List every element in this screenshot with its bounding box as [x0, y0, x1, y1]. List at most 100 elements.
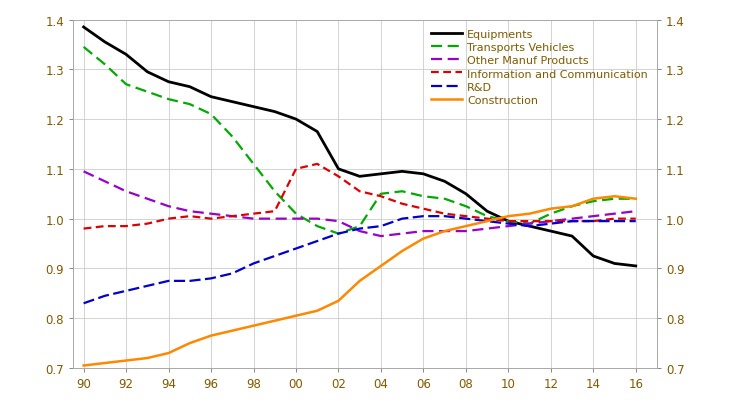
Transports Vehicles: [80, 45, 88, 50]
Transports Vehicles: [398, 189, 407, 194]
Equipments: [185, 85, 194, 90]
Transports Vehicles: [207, 112, 215, 117]
Transports Vehicles: [122, 83, 131, 88]
Construction: [377, 264, 385, 269]
Other Manuf Products: [631, 209, 640, 214]
Construction: [164, 351, 173, 356]
R&D: [483, 219, 491, 224]
R&D: [101, 294, 110, 299]
Information and Communication: [398, 202, 407, 207]
Equipments: [440, 180, 449, 184]
Information and Communication: [589, 219, 598, 224]
Construction: [568, 204, 577, 209]
Other Manuf Products: [398, 231, 407, 236]
Information and Communication: [185, 214, 194, 219]
Construction: [249, 324, 258, 328]
Equipments: [547, 229, 556, 234]
Information and Communication: [631, 217, 640, 222]
Equipments: [291, 117, 300, 122]
Equipments: [589, 254, 598, 259]
Equipments: [249, 105, 258, 110]
Equipments: [504, 219, 512, 224]
Information and Communication: [377, 194, 385, 199]
Other Manuf Products: [377, 234, 385, 239]
R&D: [440, 214, 449, 219]
Construction: [101, 361, 110, 366]
Information and Communication: [568, 219, 577, 224]
Other Manuf Products: [122, 189, 131, 194]
Equipments: [334, 167, 343, 172]
Other Manuf Products: [207, 212, 215, 217]
Transports Vehicles: [377, 192, 385, 197]
Construction: [270, 319, 279, 324]
Construction: [419, 236, 428, 241]
Other Manuf Products: [356, 229, 364, 234]
Construction: [440, 229, 449, 234]
Transports Vehicles: [313, 224, 322, 229]
Transports Vehicles: [419, 194, 428, 199]
Equipments: [377, 172, 385, 177]
R&D: [631, 219, 640, 224]
Information and Communication: [356, 189, 364, 194]
Transports Vehicles: [101, 63, 110, 67]
Information and Communication: [143, 222, 152, 227]
Transports Vehicles: [440, 197, 449, 202]
Construction: [547, 207, 556, 211]
R&D: [207, 276, 215, 281]
R&D: [80, 301, 88, 306]
Other Manuf Products: [483, 227, 491, 231]
Construction: [461, 224, 470, 229]
Information and Communication: [483, 217, 491, 222]
R&D: [122, 289, 131, 294]
Construction: [207, 333, 215, 338]
Equipments: [143, 70, 152, 75]
R&D: [504, 222, 512, 227]
Transports Vehicles: [291, 212, 300, 217]
Construction: [334, 299, 343, 303]
R&D: [568, 219, 577, 224]
R&D: [461, 217, 470, 222]
Information and Communication: [334, 175, 343, 180]
Construction: [228, 328, 237, 333]
Equipments: [525, 224, 534, 229]
Equipments: [568, 234, 577, 239]
Equipments: [207, 95, 215, 100]
Transports Vehicles: [631, 197, 640, 202]
Equipments: [419, 172, 428, 177]
Information and Communication: [525, 219, 534, 224]
R&D: [185, 279, 194, 284]
Transports Vehicles: [461, 204, 470, 209]
Other Manuf Products: [461, 229, 470, 234]
Transports Vehicles: [143, 90, 152, 95]
Equipments: [610, 261, 619, 266]
Information and Communication: [291, 167, 300, 172]
Other Manuf Products: [291, 217, 300, 222]
Equipments: [461, 192, 470, 197]
Other Manuf Products: [334, 219, 343, 224]
Information and Communication: [228, 214, 237, 219]
Line: Construction: Construction: [84, 197, 636, 366]
Line: Information and Communication: Information and Communication: [84, 164, 636, 229]
Equipments: [80, 25, 88, 30]
Transports Vehicles: [504, 219, 512, 224]
Information and Communication: [504, 219, 512, 224]
R&D: [291, 247, 300, 252]
R&D: [334, 231, 343, 236]
Construction: [504, 214, 512, 219]
R&D: [419, 214, 428, 219]
Information and Communication: [547, 219, 556, 224]
R&D: [377, 224, 385, 229]
Transports Vehicles: [525, 222, 534, 227]
Information and Communication: [122, 224, 131, 229]
Transports Vehicles: [164, 97, 173, 102]
Other Manuf Products: [504, 224, 512, 229]
Construction: [610, 194, 619, 199]
Information and Communication: [101, 224, 110, 229]
R&D: [249, 261, 258, 266]
Equipments: [631, 264, 640, 269]
Other Manuf Products: [525, 222, 534, 227]
Legend: Equipments, Transports Vehicles, Other Manuf Products, Information and Communica: Equipments, Transports Vehicles, Other M…: [427, 26, 651, 109]
Other Manuf Products: [419, 229, 428, 234]
Transports Vehicles: [185, 102, 194, 107]
Other Manuf Products: [270, 217, 279, 222]
